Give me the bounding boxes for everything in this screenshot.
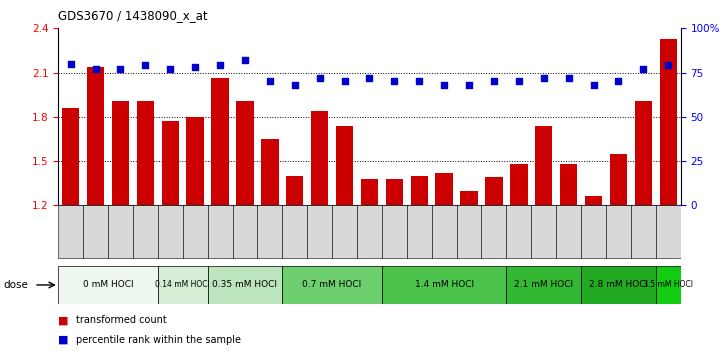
- Bar: [481, 205, 507, 258]
- Bar: [456, 205, 481, 258]
- Bar: [311, 111, 328, 354]
- Point: [90, 66, 101, 72]
- Bar: [232, 205, 258, 258]
- Text: ■: ■: [58, 335, 68, 345]
- Text: GDS3670 / 1438090_x_at: GDS3670 / 1438090_x_at: [58, 9, 208, 22]
- Bar: [560, 164, 577, 354]
- Text: 0 mM HOCl: 0 mM HOCl: [83, 280, 133, 290]
- Point: [488, 79, 500, 84]
- Text: 0.35 mM HOCl: 0.35 mM HOCl: [213, 280, 277, 290]
- Bar: [535, 126, 553, 354]
- Point: [638, 66, 649, 72]
- Point: [140, 63, 151, 68]
- Point: [115, 66, 127, 72]
- Bar: [660, 39, 677, 354]
- Bar: [460, 190, 478, 354]
- Bar: [58, 205, 83, 258]
- Bar: [282, 205, 307, 258]
- Bar: [282, 266, 382, 304]
- Point: [587, 82, 599, 88]
- Bar: [556, 205, 581, 258]
- Point: [613, 79, 625, 84]
- Point: [289, 82, 301, 88]
- Text: 0.7 mM HOCl: 0.7 mM HOCl: [303, 280, 362, 290]
- Bar: [382, 205, 407, 258]
- Bar: [112, 101, 129, 354]
- Point: [513, 79, 525, 84]
- Bar: [183, 205, 207, 258]
- Point: [662, 63, 674, 68]
- Bar: [357, 205, 382, 258]
- Bar: [211, 79, 229, 354]
- Bar: [158, 205, 183, 258]
- Point: [214, 63, 226, 68]
- Text: percentile rank within the sample: percentile rank within the sample: [76, 335, 242, 345]
- Bar: [507, 266, 581, 304]
- Text: transformed count: transformed count: [76, 315, 167, 325]
- Bar: [207, 205, 232, 258]
- Bar: [286, 176, 304, 354]
- Bar: [411, 176, 428, 354]
- Point: [463, 82, 475, 88]
- Bar: [261, 139, 279, 354]
- Bar: [108, 205, 133, 258]
- Text: 2.1 mM HOCl: 2.1 mM HOCl: [514, 280, 574, 290]
- Point: [389, 79, 400, 84]
- Bar: [432, 205, 456, 258]
- Bar: [606, 205, 631, 258]
- Point: [314, 75, 325, 81]
- Bar: [258, 205, 282, 258]
- Point: [538, 75, 550, 81]
- Bar: [58, 266, 158, 304]
- Bar: [237, 101, 253, 354]
- Text: 3.5 mM HOCl: 3.5 mM HOCl: [644, 280, 693, 290]
- Bar: [631, 205, 656, 258]
- Bar: [656, 266, 681, 304]
- Bar: [407, 205, 432, 258]
- Text: ■: ■: [58, 315, 68, 325]
- Bar: [581, 205, 606, 258]
- Point: [563, 75, 574, 81]
- Point: [65, 61, 76, 67]
- Bar: [656, 205, 681, 258]
- Bar: [137, 101, 154, 354]
- Bar: [87, 67, 104, 354]
- Point: [438, 82, 450, 88]
- Point: [240, 57, 251, 63]
- Bar: [486, 177, 502, 354]
- Bar: [83, 205, 108, 258]
- Bar: [581, 266, 656, 304]
- Text: dose: dose: [4, 280, 28, 290]
- Bar: [133, 205, 158, 258]
- Bar: [361, 179, 378, 354]
- Bar: [435, 173, 453, 354]
- Bar: [207, 266, 282, 304]
- Bar: [386, 179, 403, 354]
- Bar: [162, 121, 179, 354]
- Bar: [336, 126, 353, 354]
- Bar: [307, 205, 332, 258]
- Text: 2.8 mM HOCl: 2.8 mM HOCl: [589, 280, 648, 290]
- Bar: [382, 266, 507, 304]
- Point: [165, 66, 176, 72]
- Text: 1.4 mM HOCl: 1.4 mM HOCl: [414, 280, 474, 290]
- Point: [414, 79, 425, 84]
- Point: [339, 79, 350, 84]
- Point: [264, 79, 276, 84]
- Bar: [507, 205, 531, 258]
- Bar: [332, 205, 357, 258]
- Bar: [531, 205, 556, 258]
- Bar: [510, 164, 528, 354]
- Bar: [158, 266, 207, 304]
- Bar: [635, 101, 652, 354]
- Bar: [62, 108, 79, 354]
- Bar: [186, 117, 204, 354]
- Bar: [610, 154, 627, 354]
- Bar: [585, 196, 602, 354]
- Point: [189, 64, 201, 70]
- Point: [364, 75, 376, 81]
- Text: 0.14 mM HOCl: 0.14 mM HOCl: [155, 280, 210, 290]
